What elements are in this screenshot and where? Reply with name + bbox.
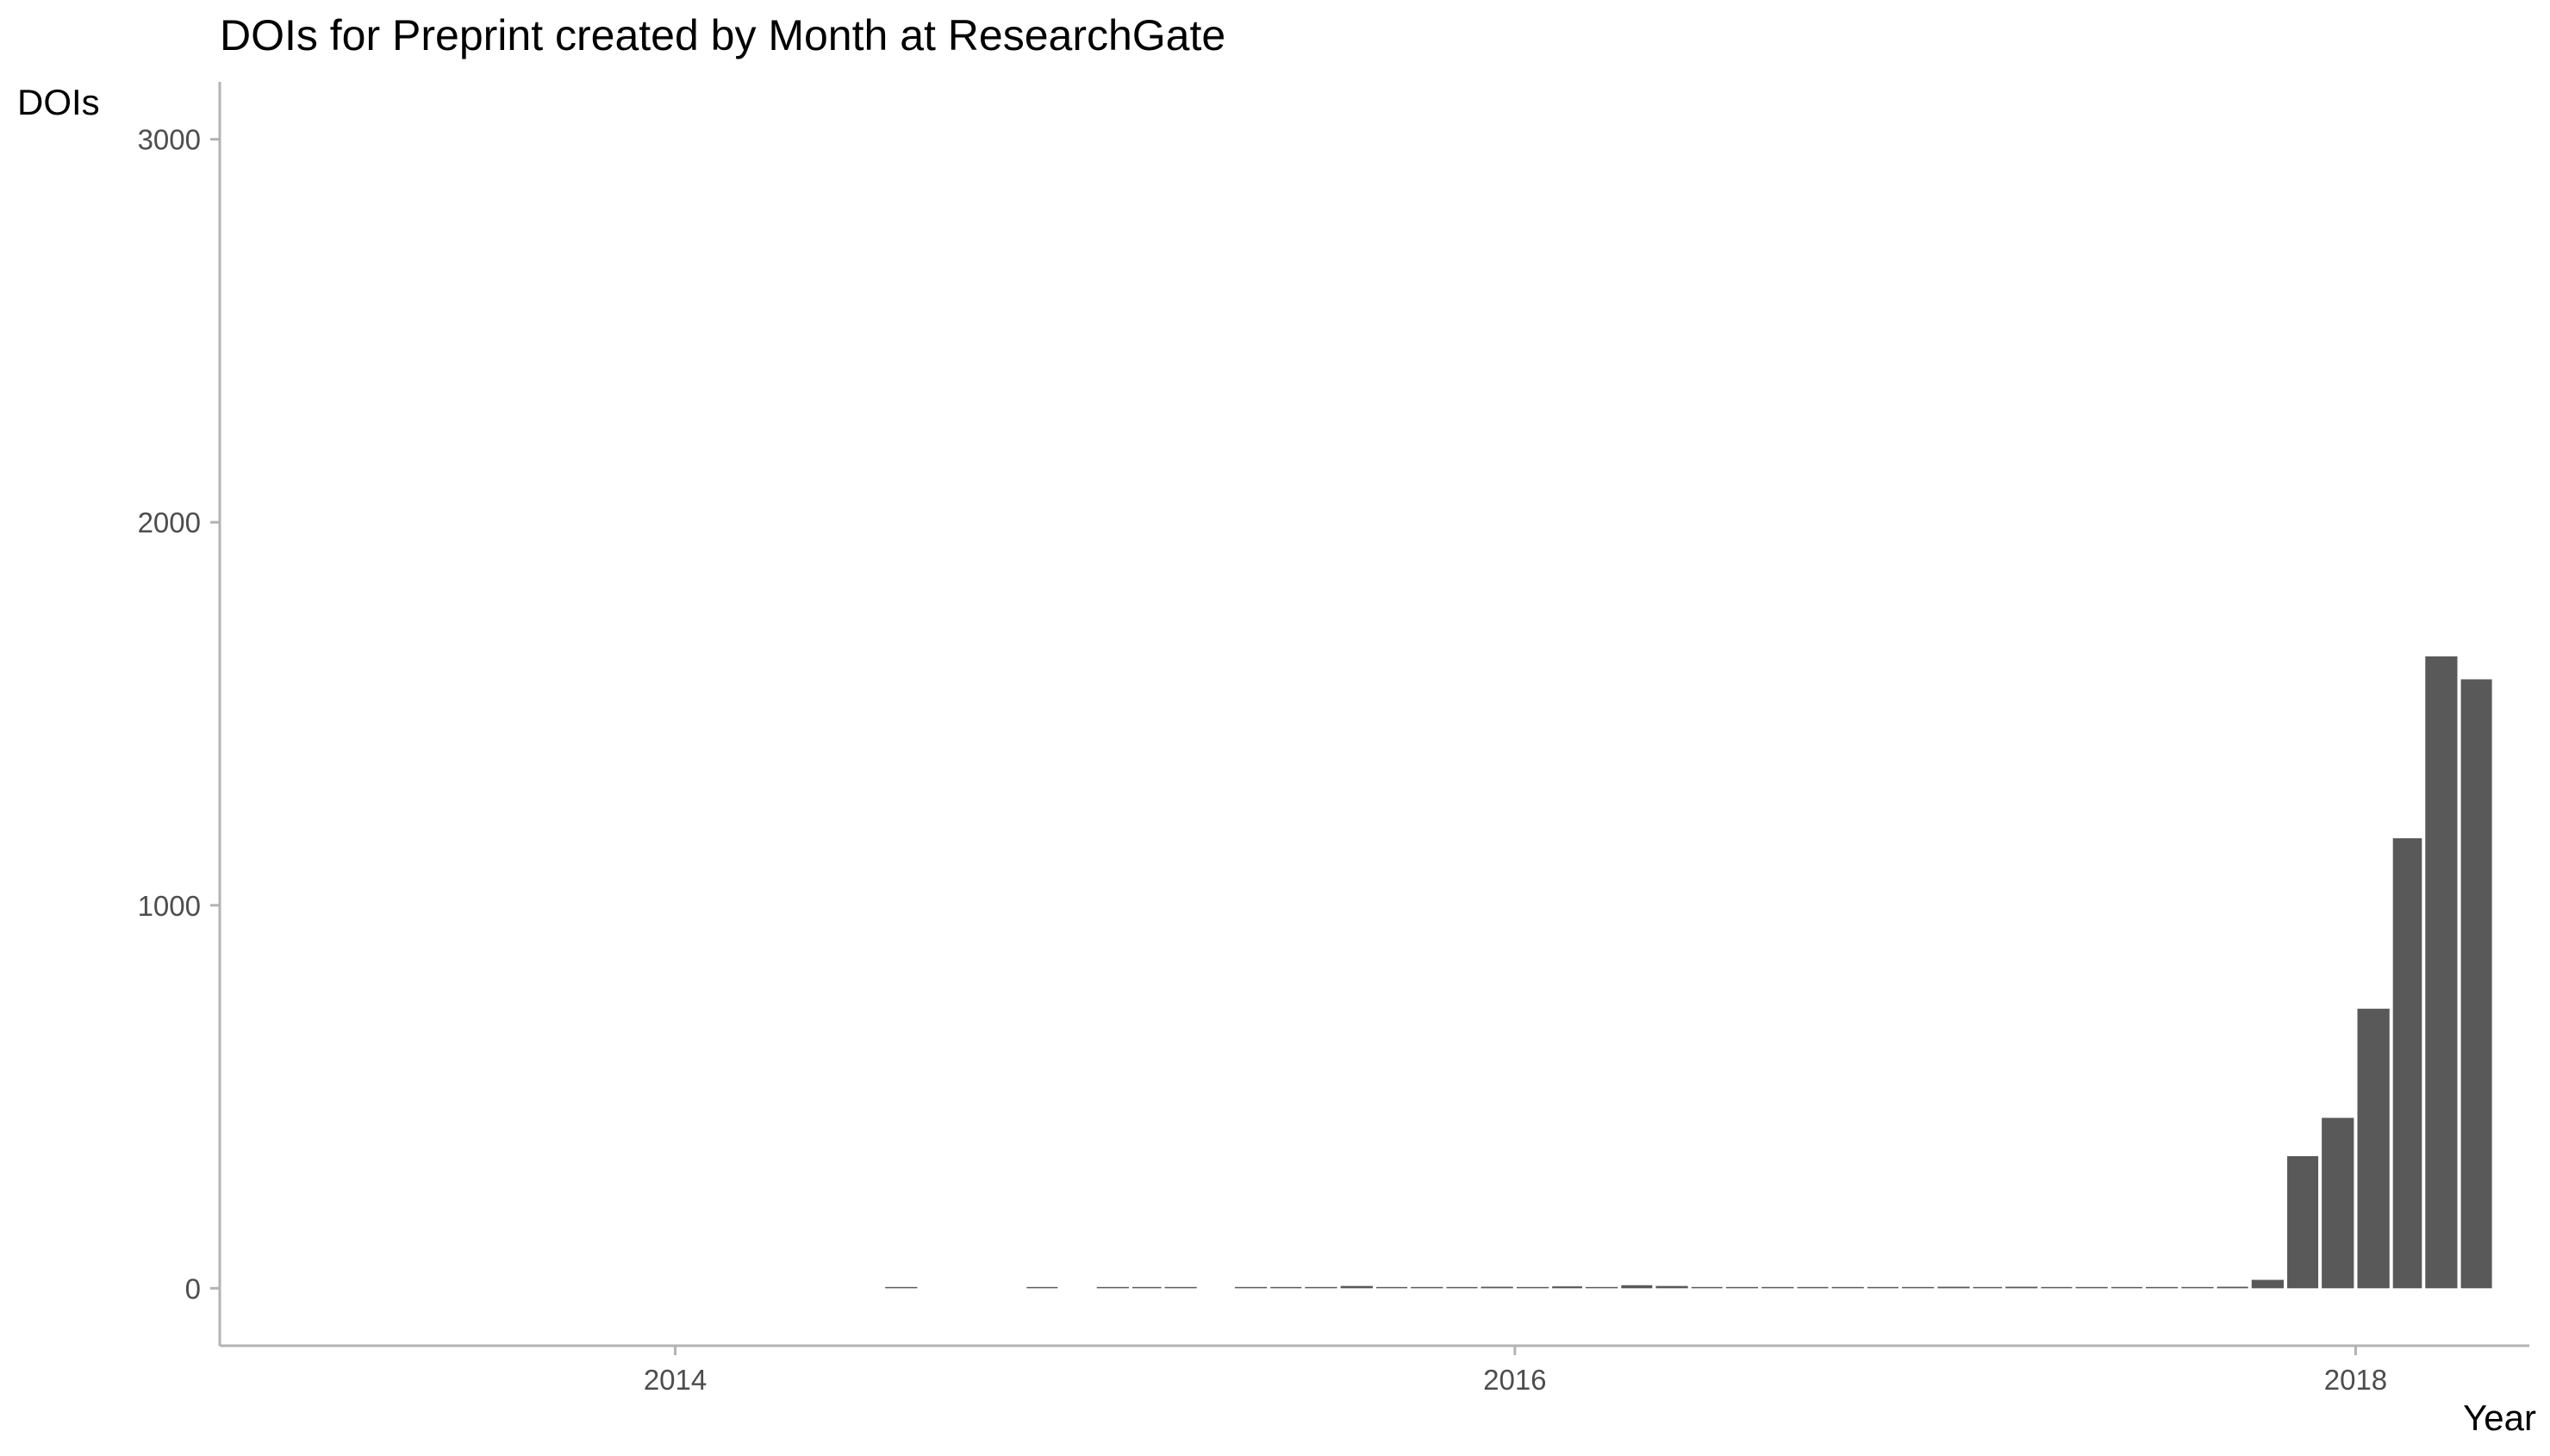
bar-2018-04 (2460, 679, 2492, 1289)
bar-2015-05 (1234, 1286, 1268, 1289)
bar-2016-07 (1725, 1286, 1759, 1289)
bar-2016-09 (1797, 1286, 1829, 1289)
x-tick-label-2018: 2018 (2324, 1364, 2387, 1396)
bar-2017-08 (2181, 1286, 2214, 1289)
bar-2017-09 (2216, 1286, 2248, 1289)
bar-2016-03 (1585, 1286, 1618, 1289)
bar-2016-06 (1691, 1286, 1723, 1289)
bar-2017-12 (2322, 1117, 2354, 1289)
y-tick-label-1000: 1000 (138, 890, 201, 922)
bar-2016-05 (1655, 1285, 1688, 1289)
bar-2015-06 (1270, 1286, 1302, 1289)
bar-2018-01 (2357, 1008, 2390, 1289)
bar-2016-12 (1902, 1286, 1935, 1289)
y-tick-label-3000: 3000 (138, 124, 201, 156)
bar-2017-03 (2005, 1286, 2038, 1289)
bar-2015-07 (1305, 1286, 1337, 1289)
bar-2016-11 (1867, 1286, 1898, 1289)
bar-2017-04 (2041, 1286, 2073, 1289)
bar-2015-08 (1340, 1285, 1373, 1289)
bar-2016-08 (1761, 1286, 1794, 1289)
bar-2015-11 (1446, 1286, 1478, 1289)
bar-2017-05 (2075, 1286, 2108, 1289)
chart-title: DOIs for Preprint created by Month at Re… (220, 11, 1226, 59)
axes-group: 0 1000 2000 3000 2014 2016 2018 (138, 82, 2529, 1396)
x-axis-title: Year (2463, 1397, 2536, 1438)
bar-2016-10 (1831, 1286, 1864, 1289)
bar-2015-01 (1096, 1286, 1129, 1289)
bar-2015-09 (1376, 1286, 1408, 1289)
bar-2016-01 (1516, 1286, 1549, 1289)
bar-2015-12 (1481, 1286, 1513, 1289)
bar-2017-07 (2145, 1286, 2179, 1289)
bar-2017-11 (2287, 1155, 2319, 1289)
bar-2015-10 (1411, 1286, 1443, 1289)
bar-2016-04 (1621, 1285, 1653, 1289)
bar-2015-02 (1132, 1286, 1162, 1289)
bars-group (885, 656, 2492, 1289)
y-axis-title: DOIs (17, 82, 100, 122)
bar-2014-07 (885, 1286, 918, 1289)
y-tick-label-2000: 2000 (138, 507, 201, 538)
bar-2018-03 (2425, 656, 2458, 1289)
y-tick-label-0: 0 (185, 1272, 201, 1304)
bar-2017-10 (2251, 1279, 2284, 1289)
bar-2014-11 (1026, 1286, 1058, 1289)
x-tick-label-2016: 2016 (1483, 1364, 1546, 1396)
bar-2017-01 (1937, 1286, 1970, 1289)
bar-2018-02 (2392, 837, 2422, 1289)
bar-2015-03 (1164, 1286, 1197, 1289)
x-tick-label-2014: 2014 (644, 1364, 707, 1396)
bar-2017-02 (1973, 1286, 2003, 1289)
bar-2017-06 (2110, 1286, 2142, 1289)
bar-2016-02 (1552, 1286, 1582, 1289)
